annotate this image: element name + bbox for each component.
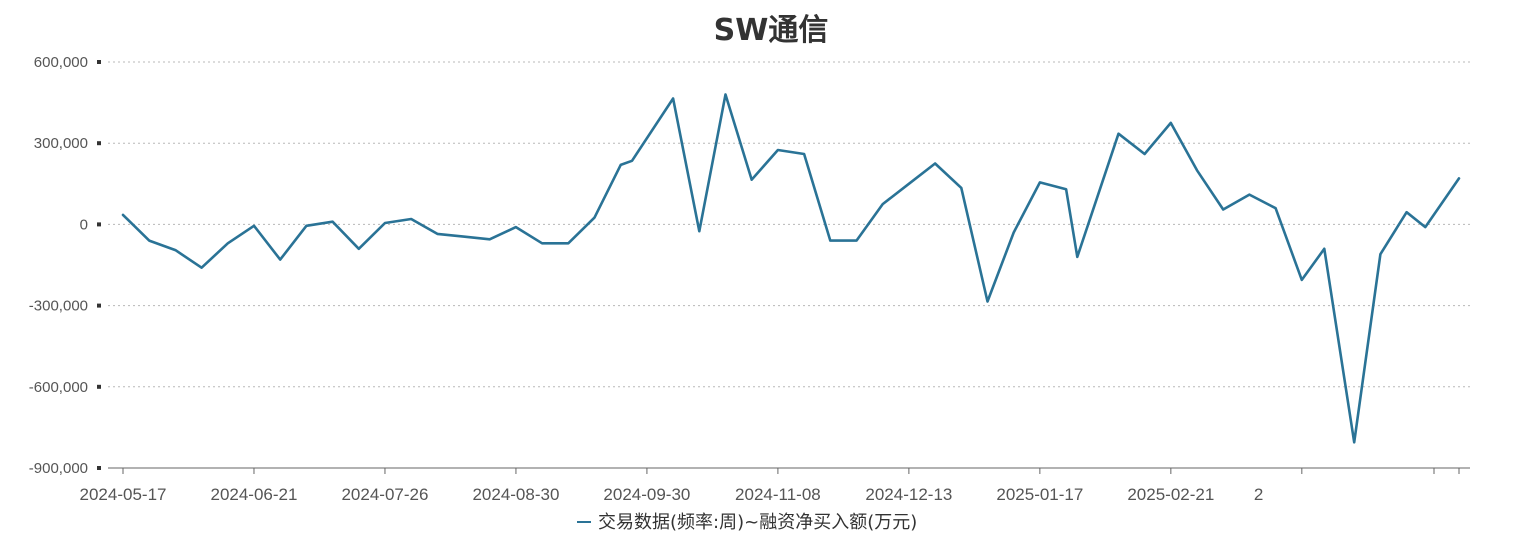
series-line — [121, 93, 1461, 444]
x-tick-label: 2 — [1254, 485, 1263, 504]
chart-title: SW通信 — [714, 13, 829, 48]
x-tick-label: 2024-12-13 — [865, 485, 952, 504]
x-tick-label: 2024-11-08 — [735, 485, 821, 504]
x-axis: 2024-05-17 2024-06-21 2024-07-26 2024-08-30… — [80, 467, 1470, 504]
x-tick-label: 2024-05-17 — [80, 485, 167, 504]
y-tick-mark — [97, 466, 101, 470]
legend-label: 交易数据(频率:周)~融资净买入额(万元) — [598, 512, 917, 533]
y-tick-mark — [97, 222, 101, 227]
x-tick-label: 2024-09-30 — [603, 485, 690, 504]
y-tick-mark — [97, 141, 101, 146]
x-tick-label: 2024-08-30 — [472, 485, 559, 504]
y-tick-label: -300,000 — [29, 298, 88, 315]
y-tick-label: 0 — [80, 216, 88, 233]
x-tick-label: 2024-06-21 — [210, 485, 297, 504]
y-tick-label: 300,000 — [34, 135, 88, 152]
y-tick-mark — [97, 384, 101, 389]
y-tick-label: -600,000 — [29, 379, 88, 396]
y-tick-label: -900,000 — [29, 460, 88, 477]
legend[interactable]: 交易数据(频率:周)~融资净买入额(万元) — [577, 512, 917, 533]
x-tick-label: 2024-07-26 — [341, 485, 428, 504]
series-layer — [121, 93, 1461, 444]
y-axis: 600,000 300,000 0 -300,000 -600,000 -900,000 — [29, 54, 101, 477]
y-tick-mark — [97, 60, 101, 64]
x-tick-label: 2025-01-17 — [996, 485, 1083, 504]
x-tick-label: 2025-02-21 — [1127, 485, 1214, 504]
y-tick-mark — [97, 303, 101, 308]
y-tick-label: 600,000 — [34, 54, 88, 71]
